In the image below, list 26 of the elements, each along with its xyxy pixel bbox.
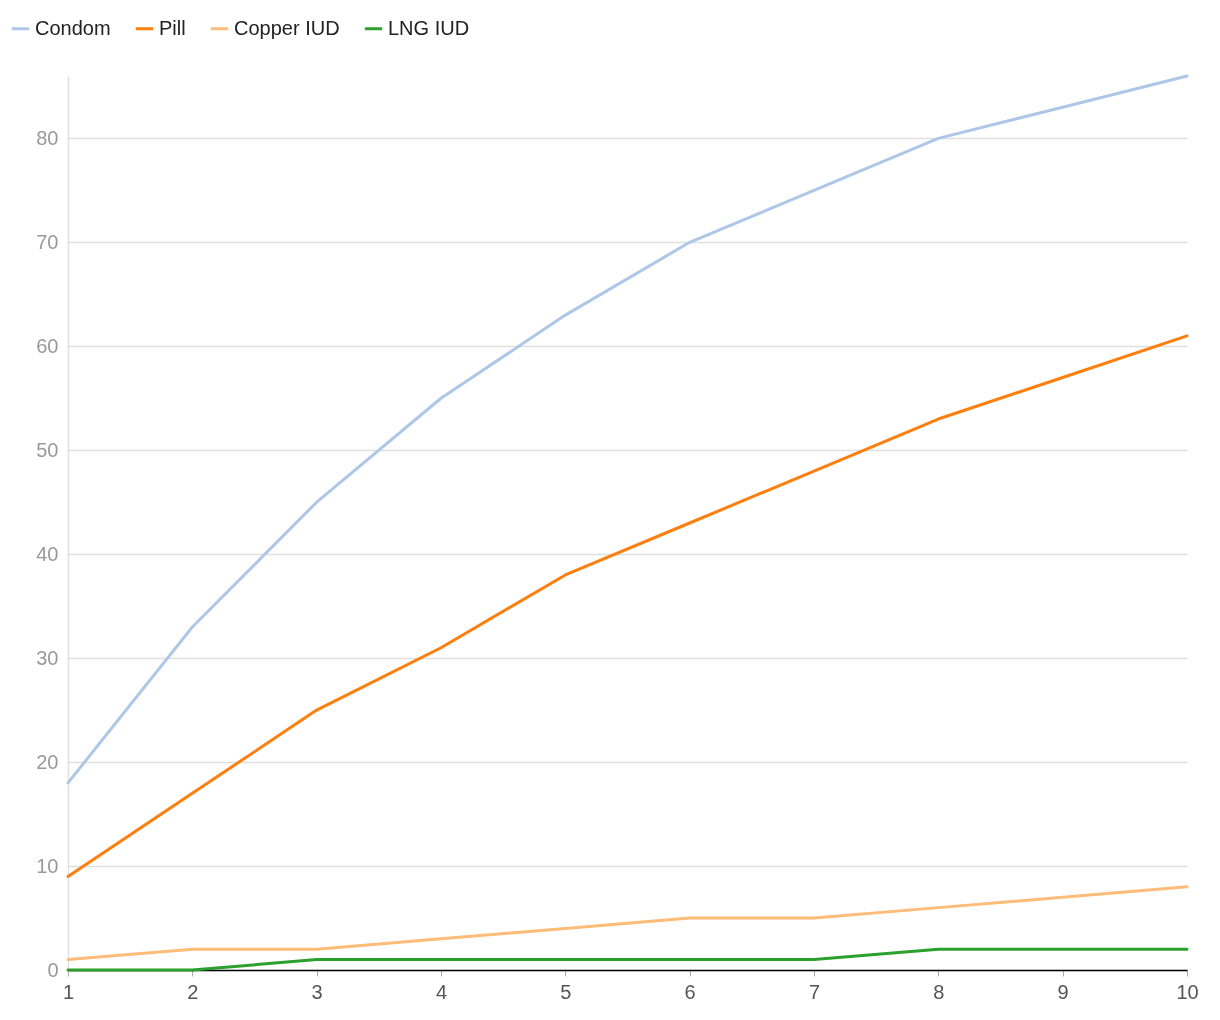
y-tick-label: 0 bbox=[47, 958, 59, 981]
y-tick-label: 20 bbox=[36, 750, 59, 773]
line-series bbox=[66, 334, 1189, 878]
line-series bbox=[66, 885, 1189, 962]
legend-label: Copper IUD bbox=[234, 16, 340, 39]
legend-label: LNG IUD bbox=[388, 16, 470, 39]
x-tick-label: 2 bbox=[187, 980, 199, 1003]
line-series bbox=[66, 74, 1189, 785]
y-tick-label: 10 bbox=[36, 854, 59, 877]
y-tick-label: 40 bbox=[36, 542, 59, 565]
x-tick-label: 5 bbox=[560, 980, 572, 1003]
x-tick-label: 10 bbox=[1176, 980, 1199, 1003]
x-tick-label: 4 bbox=[435, 980, 448, 1003]
legend-label: Pill bbox=[159, 16, 186, 39]
x-tick-label: 9 bbox=[1057, 980, 1069, 1003]
x-tick-label: 6 bbox=[684, 980, 696, 1003]
y-tick-label: 70 bbox=[36, 230, 59, 253]
x-tick-label: 1 bbox=[62, 980, 75, 1003]
x-tick-label: 3 bbox=[311, 980, 323, 1003]
y-tick-label: 30 bbox=[36, 646, 59, 669]
legend-label: Condom bbox=[35, 16, 111, 39]
x-tick-label: 8 bbox=[933, 980, 945, 1003]
y-tick-label: 50 bbox=[36, 438, 59, 461]
x-tick-label: 7 bbox=[808, 980, 821, 1003]
y-tick-label: 60 bbox=[36, 334, 59, 357]
y-tick-label: 80 bbox=[36, 126, 59, 149]
